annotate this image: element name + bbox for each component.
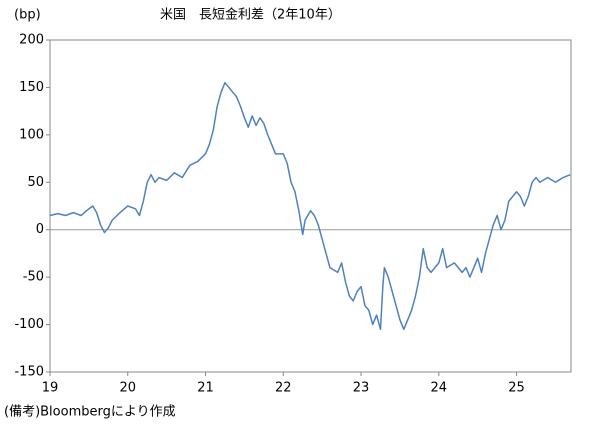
x-tick-label: 20 (119, 381, 136, 396)
x-tick-label: 24 (431, 381, 448, 396)
y-axis-label: (bp) (14, 8, 41, 23)
plot-frame (49, 39, 572, 373)
x-tick-label: 19 (42, 381, 59, 396)
y-tick-label: -50 (23, 270, 44, 285)
y-tick-label: 50 (27, 175, 44, 190)
x-tick-label: 22 (275, 381, 292, 396)
x-tick-label: 25 (508, 381, 525, 396)
x-tick-label: 21 (197, 381, 214, 396)
x-tick-label: 23 (353, 381, 370, 396)
y-tick-label: 0 (36, 222, 44, 237)
y-tick-label: 100 (19, 127, 44, 142)
y-tick-label: -100 (14, 317, 44, 332)
y-tick-label: 200 (19, 33, 44, 48)
chart-title: 米国 長短金利差（2年10年） (160, 7, 341, 23)
series-line (49, 81, 571, 331)
y-tick-label: 150 (19, 80, 44, 95)
note: (備考)Bloombergにより作成 (4, 404, 176, 420)
y-tick-label: -150 (14, 365, 44, 380)
